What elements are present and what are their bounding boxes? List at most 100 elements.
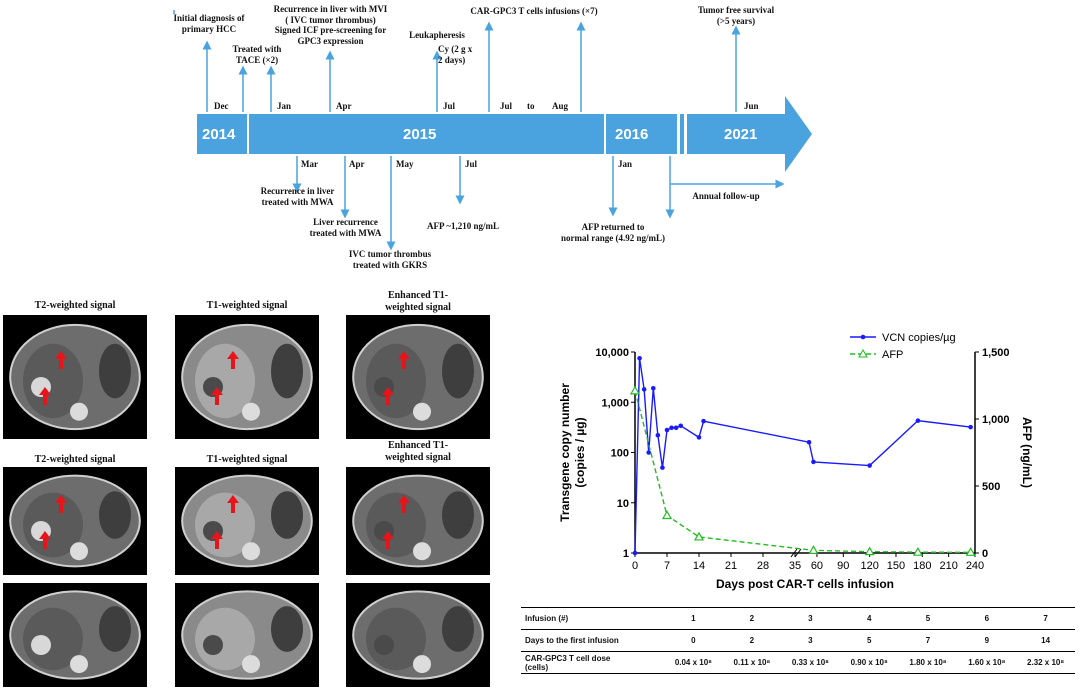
y-tick-label: 10,000 xyxy=(595,347,629,359)
series-line-vcn xyxy=(634,358,971,554)
red-arrow-icon xyxy=(55,495,67,513)
month-jul: Jul xyxy=(443,101,456,111)
vcn-point xyxy=(915,418,921,423)
vcn-point xyxy=(806,439,812,445)
liver-region xyxy=(366,607,426,671)
spine xyxy=(413,402,431,421)
series-line-afp xyxy=(634,390,971,554)
afp-point xyxy=(693,531,705,541)
red-arrow-icon xyxy=(398,495,410,513)
event-liver-recurrence-mwa: Liver recurrence treated with MWA xyxy=(309,217,382,238)
red-arrow-icon xyxy=(382,387,394,405)
month-jul-2: Jul xyxy=(500,101,513,111)
table-cell: 6 xyxy=(957,607,1017,630)
lesion xyxy=(31,635,51,655)
table-cell: 9 xyxy=(957,629,1017,652)
month-jun: Jun xyxy=(744,101,759,111)
event-ivc-gkrs: IVC tumor thrombus treated with GKRS xyxy=(348,249,432,270)
vcn-point xyxy=(664,427,670,433)
mri-image-r3c1 xyxy=(3,583,147,687)
table-cell: Days to the first infusion xyxy=(521,629,664,652)
event-annual-followup: Annual follow-up xyxy=(692,191,760,201)
y-tick-label: 10 xyxy=(617,498,629,510)
spleen-region xyxy=(271,606,303,652)
event-leukapheresis: Leukapheresis xyxy=(409,30,465,40)
table-cell: 0.33 x 10⁸ xyxy=(781,651,840,674)
mri-title-r1c2: T1-weighted signal xyxy=(206,300,288,311)
y2-tick-label: 0 xyxy=(982,548,988,560)
liver-region xyxy=(23,607,83,671)
table-cell: 7 xyxy=(1016,607,1075,630)
mri-image-r2c1 xyxy=(3,467,147,575)
afp-point xyxy=(965,547,976,556)
spleen-region xyxy=(99,491,131,539)
y-tick-label: 1 xyxy=(623,548,629,560)
mri-title-r2c3: Enhanced T1- weighted signal xyxy=(385,440,451,463)
vcn-point xyxy=(632,550,638,556)
spleen-region xyxy=(442,491,474,539)
liver-region xyxy=(23,492,83,558)
vcn-point xyxy=(673,425,679,431)
x-tick-label: 180 xyxy=(913,560,931,572)
spine xyxy=(242,402,260,421)
month-to: to xyxy=(527,101,535,111)
liver-region xyxy=(23,343,83,419)
month-jan: Jan xyxy=(277,101,292,111)
x-tick-label: 210 xyxy=(939,560,957,572)
month-apr-b: Apr xyxy=(349,159,365,169)
table-cell: 4 xyxy=(839,607,899,630)
mri-title-r1c3: Enhanced T1- weighted signal xyxy=(385,290,451,313)
y-tick-label: 100 xyxy=(611,448,629,460)
afp-point xyxy=(912,546,923,556)
vcn-point xyxy=(968,424,973,430)
table-row: CAR-GPC3 T cell dose (cells) 0.04 x 10⁸ 0.… xyxy=(521,651,1075,674)
y-axis-label: Transgene copy number xyxy=(558,383,572,522)
x-tick-label: 0 xyxy=(632,560,638,572)
table-cell: 14 xyxy=(1016,629,1075,652)
table-cell: Infusion (#) xyxy=(521,607,664,630)
month-aug: Aug xyxy=(552,101,569,111)
event-recurrence-mwa: Recurrence in liver treated with MWA xyxy=(260,186,335,207)
x-tick-label: 120 xyxy=(860,560,878,572)
year-2014: 2014 xyxy=(202,126,236,143)
timeline-bar xyxy=(197,96,812,172)
spleen-region xyxy=(271,491,303,539)
month-jan-b: Jan xyxy=(618,159,633,169)
red-arrow-icon xyxy=(398,351,410,369)
table-cell: 0.11 x 10⁸ xyxy=(722,651,781,674)
month-may: May xyxy=(396,159,414,169)
x-tick-label: 60 xyxy=(811,560,823,572)
axis-break xyxy=(794,548,802,558)
afp-point xyxy=(864,546,875,556)
liver-region xyxy=(366,343,426,419)
event-initial-diagnosis: Initial diagnosis of primary HCC xyxy=(173,13,245,34)
mri-image-r1c3 xyxy=(346,315,490,439)
y2-axis-label: AFP (ng/mL) xyxy=(1020,417,1034,488)
vcn-point xyxy=(655,432,661,438)
table-cell: 5 xyxy=(898,607,958,630)
vcn-point xyxy=(641,387,647,392)
vcn-point xyxy=(678,423,684,429)
x-tick-label: 28 xyxy=(757,560,769,572)
mri-image-r3c2 xyxy=(175,583,319,687)
vcn-point xyxy=(811,459,816,465)
month-dec: Dec xyxy=(214,101,229,111)
vcn-point xyxy=(696,435,702,440)
mri-title-r2c2: T1-weighted signal xyxy=(206,454,288,465)
y-axis-label-2: (copies / µg) xyxy=(573,417,587,487)
spine xyxy=(413,542,431,561)
lesion xyxy=(374,635,394,655)
spine xyxy=(70,542,88,561)
table-cell: 0 xyxy=(664,629,723,652)
dose-table: Infusion (#) 1 2 3 4 5 6 7 Days to the first inf… xyxy=(521,607,1075,674)
x-tick-label: 90 xyxy=(837,560,849,572)
axis-break xyxy=(790,548,798,558)
event-tace: Treated with TACE (×2) xyxy=(232,44,282,65)
vcn-point xyxy=(650,385,656,391)
table-header-row: Infusion (#) 1 2 3 4 5 6 7 xyxy=(521,607,1075,630)
mri-title-r2c1: T2-weighted signal xyxy=(34,454,116,465)
spine xyxy=(413,655,431,674)
mri-image-r1c1 xyxy=(3,315,147,439)
afp-point xyxy=(808,545,819,554)
legend-vcn-marker xyxy=(860,334,866,340)
